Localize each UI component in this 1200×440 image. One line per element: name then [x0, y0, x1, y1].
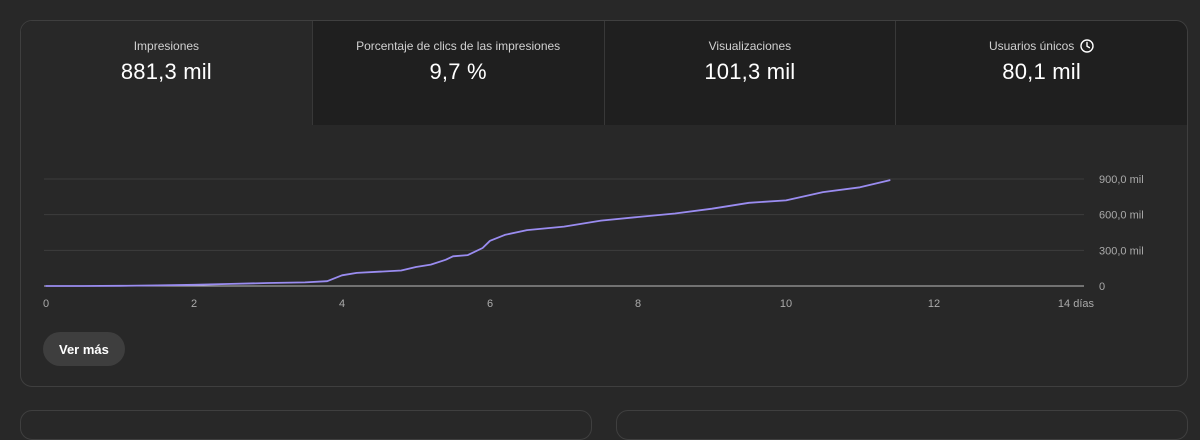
x-tick-label: 14 días	[1058, 298, 1095, 310]
tab-unique-viewers-value: 80,1 mil	[1002, 59, 1081, 84]
tab-click-through-rate-value: 9,7 %	[429, 59, 487, 84]
y-tick-label: 900,0 mil	[1099, 174, 1144, 186]
tab-views-label-text: Visualizaciones	[708, 39, 792, 53]
y-tick-label: 0	[1099, 281, 1105, 293]
tab-unique-viewers-label-text: Usuarios únicos	[988, 39, 1075, 53]
tab-views[interactable]: Visualizaciones 101,3 mil	[603, 21, 896, 125]
y-tick-label: 300,0 mil	[1099, 245, 1144, 257]
tab-unique-viewers-label: Usuarios únicos	[988, 39, 1095, 53]
see-more-button[interactable]: Ver más	[43, 332, 125, 366]
metric-tabs: Impresiones 881,3 mil Porcentaje de clic…	[21, 21, 1187, 125]
tab-impressions-label: Impresiones	[134, 39, 199, 53]
series-line	[45, 179, 891, 287]
tab-unique-viewers[interactable]: Usuarios únicos 80,1 mil	[895, 21, 1187, 125]
x-tick-label: 12	[928, 298, 940, 310]
tab-views-value: 101,3 mil	[704, 59, 796, 84]
x-tick-label: 8	[635, 298, 641, 310]
x-tick-label: 6	[487, 298, 493, 310]
analytics-card: Impresiones 881,3 mil Porcentaje de clic…	[20, 20, 1188, 387]
tab-impressions[interactable]: Impresiones 881,3 mil	[21, 21, 312, 125]
x-tick-label: 4	[339, 298, 345, 310]
bottom-card-right	[616, 410, 1188, 440]
tab-impressions-label-text: Impresiones	[133, 39, 200, 53]
x-tick-label: 0	[43, 298, 49, 310]
x-tick-label: 2	[191, 298, 197, 310]
tab-click-through-rate-label-text: Porcentaje de clics de las impresiones	[356, 39, 561, 53]
tab-views-label: Visualizaciones	[709, 39, 792, 53]
bottom-card-left	[20, 410, 592, 440]
y-tick-label: 600,0 mil	[1099, 210, 1144, 222]
impressions-chart-svg: 0 300,0 mil 600,0 mil 900,0 mil 0 2 4 6 8 10 12 14 …	[43, 174, 1144, 310]
tab-click-through-rate[interactable]: Porcentaje de clics de las impresiones 9…	[311, 21, 604, 125]
x-tick-label: 10	[780, 298, 792, 310]
impressions-chart: 0 300,0 mil 600,0 mil 900,0 mil 0 2 4 6 8 10 12 14 …	[21, 125, 1187, 325]
clock-icon[interactable]	[1080, 39, 1095, 53]
tab-impressions-value: 881,3 mil	[120, 59, 212, 84]
tab-click-through-rate-label: Porcentaje de clics de las impresiones	[356, 39, 560, 53]
